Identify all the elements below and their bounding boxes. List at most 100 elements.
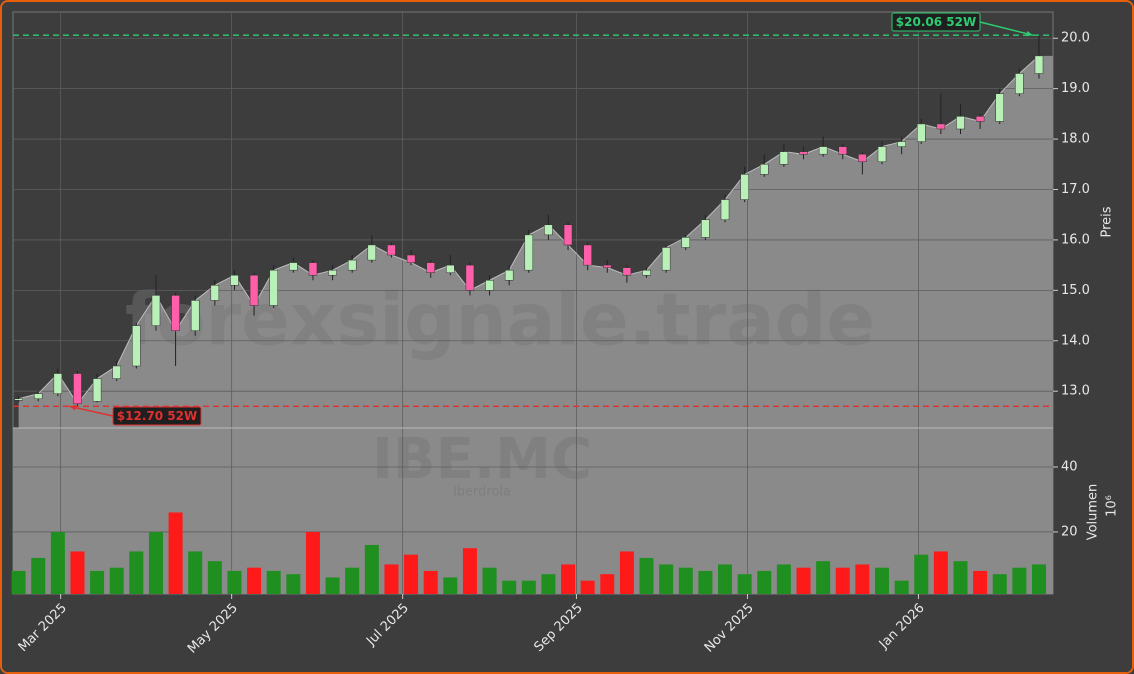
y-axis-label: Preis xyxy=(1100,206,1115,237)
candle-body xyxy=(622,267,632,276)
y2-axis-label: Volumen xyxy=(1086,484,1101,541)
volume-bar xyxy=(129,551,144,594)
candle-body xyxy=(1034,55,1044,74)
candle-body xyxy=(446,264,455,273)
candle-body xyxy=(740,174,749,200)
volume-bar xyxy=(70,551,85,594)
volume-bar xyxy=(404,554,419,594)
candle-body xyxy=(132,325,141,367)
volume-bar xyxy=(973,570,988,594)
annotation-arrowhead xyxy=(1026,30,1033,37)
y-tick-label: 18.0 xyxy=(1061,132,1090,147)
volume-bar xyxy=(247,567,262,594)
volume-bar xyxy=(1012,567,1027,594)
volume-bar xyxy=(462,548,477,594)
volume-bar xyxy=(50,531,65,594)
volume-bar xyxy=(266,570,281,594)
volume-bar xyxy=(1031,564,1046,594)
candle-body xyxy=(426,262,435,273)
price-area xyxy=(18,55,1054,429)
candle-body xyxy=(485,280,494,291)
candle-body xyxy=(995,93,1004,122)
volume-bar xyxy=(914,554,929,594)
candle-body xyxy=(347,259,357,271)
volume-bar xyxy=(933,551,948,594)
y-tick-label: 14.0 xyxy=(1061,333,1090,348)
candle-body xyxy=(936,123,946,130)
candle-body xyxy=(406,254,416,263)
volume-bar xyxy=(580,580,595,594)
annotation-arrowhead xyxy=(69,405,77,411)
candle-body xyxy=(642,269,651,276)
volume-bar xyxy=(953,561,968,594)
watermark-company: Iberdrola xyxy=(453,485,511,500)
candle-body xyxy=(465,264,475,291)
candle-body xyxy=(583,244,592,266)
candle-body xyxy=(563,224,573,246)
candle-body xyxy=(112,365,121,379)
volume-bar xyxy=(227,570,242,594)
candle-body xyxy=(681,237,691,248)
volume-bar xyxy=(384,564,399,594)
candle-body xyxy=(975,116,985,122)
volume-bar xyxy=(109,567,124,594)
volume-bar xyxy=(835,567,850,594)
candle-body xyxy=(897,141,906,147)
watermark-symbol: IBE.MC xyxy=(372,427,592,492)
candle-body xyxy=(779,151,789,165)
candle-body xyxy=(818,146,828,155)
volume-bar xyxy=(678,567,693,594)
volume-bar xyxy=(737,574,752,594)
volume-bar xyxy=(561,564,576,594)
volume-panel xyxy=(13,428,1053,594)
y-tick-label: 15.0 xyxy=(1061,283,1090,298)
volume-bar xyxy=(286,574,301,594)
volume-bar xyxy=(11,570,26,594)
candle-body xyxy=(171,295,180,331)
volume-bar xyxy=(757,570,772,594)
volume-bar xyxy=(816,561,831,594)
volume-bar xyxy=(31,557,46,594)
candle-body xyxy=(524,234,534,271)
candle-body xyxy=(603,264,612,268)
candle-body xyxy=(956,116,965,130)
volume-bar xyxy=(718,564,733,594)
candle-body xyxy=(387,244,396,256)
annotation-label: $12.70 52W xyxy=(117,409,197,423)
volume-bar xyxy=(875,567,890,594)
volume-bar xyxy=(345,567,360,594)
y-tick-label: 19.0 xyxy=(1061,81,1090,96)
candle-body xyxy=(701,219,710,238)
candle-body xyxy=(799,151,808,155)
volume-bar xyxy=(619,551,634,594)
volume-bar xyxy=(639,557,654,594)
volume-bar xyxy=(364,544,379,594)
volume-bar xyxy=(90,570,105,594)
volume-bar xyxy=(423,570,438,594)
candle-body xyxy=(504,269,514,281)
candle-body xyxy=(230,274,239,286)
candle-body xyxy=(269,269,278,306)
candle-body xyxy=(289,262,298,271)
volume-bar xyxy=(482,567,497,594)
candle-body xyxy=(858,153,867,163)
candle-body xyxy=(151,295,161,326)
candle-body xyxy=(73,373,82,405)
candle-body xyxy=(760,164,769,175)
volume-bar xyxy=(992,574,1007,594)
annotation-arrow xyxy=(979,21,1034,36)
annotation-arrow xyxy=(69,405,114,417)
candle-body xyxy=(661,247,671,271)
y-tick-label: 17.0 xyxy=(1061,182,1090,197)
candle-body xyxy=(53,373,63,394)
candle-body xyxy=(190,300,200,331)
candle-body xyxy=(1015,73,1024,94)
volume-bar xyxy=(894,580,909,594)
volume-bar xyxy=(521,580,536,594)
volume-bar xyxy=(305,531,320,594)
volume-bar xyxy=(776,564,791,594)
volume-bar xyxy=(659,564,674,594)
volume-bar xyxy=(541,574,556,594)
